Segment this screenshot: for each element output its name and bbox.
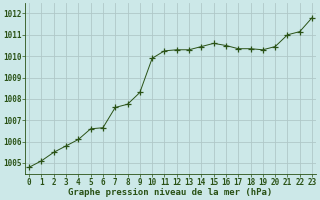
X-axis label: Graphe pression niveau de la mer (hPa): Graphe pression niveau de la mer (hPa) [68, 188, 273, 197]
